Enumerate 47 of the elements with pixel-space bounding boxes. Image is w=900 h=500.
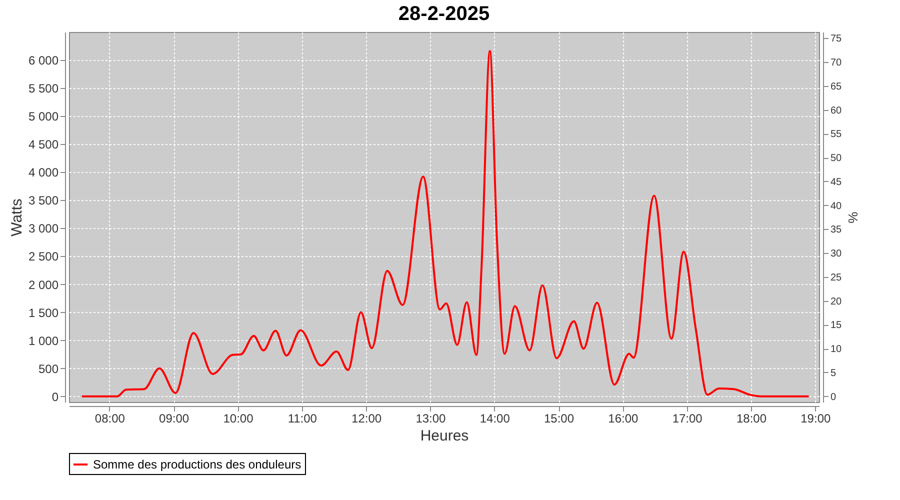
- y2-axis-title: %: [846, 212, 861, 224]
- y2-tick-label: 70: [830, 58, 842, 69]
- y2-tick-label: 65: [830, 81, 842, 92]
- y-tick-label: 4 500: [28, 138, 59, 152]
- y2-tick-label: 50: [830, 153, 842, 164]
- y-tick-label: 4 000: [28, 166, 59, 180]
- y2-tick-label: 30: [830, 248, 842, 260]
- y2-tick-label: 35: [830, 224, 842, 236]
- x-tick-label: 11:00: [288, 412, 318, 426]
- x-tick-label: 10:00: [223, 412, 254, 426]
- y-tick-label: 5 000: [28, 110, 59, 124]
- y-tick-label: 5 500: [28, 82, 59, 96]
- x-tick-label: 09:00: [159, 412, 190, 426]
- x-tick-label: 18:00: [736, 412, 767, 426]
- y2-tick-label: 25: [830, 272, 842, 284]
- y-tick-label: 0: [52, 390, 59, 404]
- y2-tick-label: 15: [830, 320, 842, 332]
- x-tick-label: 15:00: [544, 412, 574, 426]
- x-tick-label: 13:00: [416, 412, 446, 426]
- x-tick-label: 19:00: [800, 412, 831, 426]
- y2-tick-label: 20: [830, 296, 842, 308]
- y-axis-title: Watts: [8, 198, 26, 236]
- y-tick-label: 3 000: [28, 222, 59, 236]
- x-axis-title: Heures: [420, 428, 469, 444]
- y2-tick-label: 5: [830, 368, 836, 379]
- y-tick-label: 1 000: [28, 334, 59, 348]
- y2-tick-label: 60: [830, 105, 842, 116]
- y-tick-label: 500: [38, 362, 59, 376]
- x-tick-label: 16:00: [608, 412, 639, 426]
- line-series: [80, 50, 810, 398]
- x-tick-label: 17:00: [672, 412, 703, 426]
- y2-tick-label: 10: [830, 344, 842, 356]
- y2-tick-label: 0: [830, 392, 836, 403]
- x-tick-label: 08:00: [94, 412, 126, 426]
- legend-label: Somme des productions des onduleurs: [93, 458, 302, 472]
- x-tick-label: 12:00: [352, 412, 382, 426]
- y-tick-label: 3 500: [28, 194, 59, 208]
- y2-tick-label: 75: [830, 34, 842, 45]
- y2-tick-label: 55: [830, 129, 842, 140]
- y2-tick-label: 45: [830, 176, 842, 188]
- chart-title: 28-2-2025: [398, 3, 490, 25]
- y-tick-label: 6 000: [28, 54, 59, 68]
- y-tick-label: 2 000: [28, 278, 59, 292]
- x-tick-label: 14:00: [480, 412, 510, 426]
- y2-tick-label: 40: [830, 200, 842, 212]
- y-tick-label: 2 500: [28, 250, 59, 264]
- y-tick-label: 1 500: [28, 306, 59, 320]
